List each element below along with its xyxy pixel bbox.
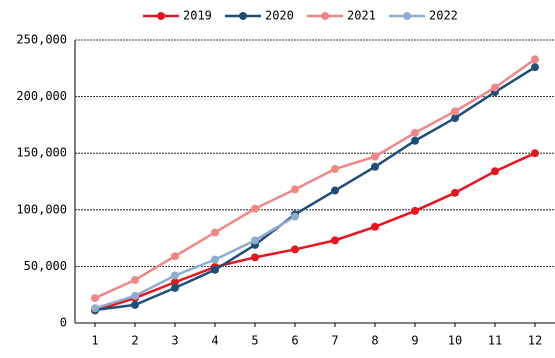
point bbox=[251, 236, 259, 245]
y-tick-label: 150,000 bbox=[16, 146, 67, 160]
x-tick-label: 10 bbox=[448, 334, 462, 348]
x-tick-label: 6 bbox=[291, 334, 298, 348]
y-tick-label: 50,000 bbox=[24, 259, 67, 273]
point bbox=[131, 300, 139, 309]
point bbox=[171, 283, 179, 292]
point bbox=[211, 265, 219, 274]
legend-marker bbox=[403, 12, 411, 20]
series-line bbox=[94, 215, 296, 310]
series-line bbox=[94, 66, 536, 312]
point bbox=[131, 291, 139, 300]
series-line bbox=[94, 152, 536, 312]
x-tick-label: 8 bbox=[371, 334, 378, 348]
legend-marker bbox=[157, 12, 165, 20]
point bbox=[291, 212, 299, 221]
point bbox=[331, 186, 339, 195]
point bbox=[91, 294, 99, 303]
point bbox=[531, 55, 539, 64]
x-tick-label: 11 bbox=[488, 334, 502, 348]
y-tick-label: 0 bbox=[60, 316, 67, 330]
legend-marker bbox=[239, 12, 247, 20]
point bbox=[531, 149, 539, 158]
x-tick-label: 1 bbox=[91, 334, 98, 348]
point bbox=[331, 236, 339, 245]
point bbox=[171, 278, 179, 287]
point bbox=[411, 136, 419, 145]
point bbox=[251, 204, 259, 213]
point bbox=[291, 185, 299, 194]
point bbox=[331, 165, 339, 174]
point bbox=[251, 253, 259, 262]
point bbox=[171, 252, 179, 261]
point bbox=[91, 304, 99, 313]
point bbox=[451, 188, 459, 197]
point bbox=[411, 128, 419, 137]
x-tick-label: 2 bbox=[131, 334, 138, 348]
point bbox=[371, 162, 379, 171]
x-tick-label: 4 bbox=[211, 334, 218, 348]
point bbox=[451, 107, 459, 116]
point bbox=[371, 152, 379, 161]
point bbox=[171, 271, 179, 280]
x-tick-label: 12 bbox=[528, 334, 542, 348]
legend-label: 2022 bbox=[429, 9, 458, 23]
y-tick-label: 200,000 bbox=[16, 89, 67, 103]
point bbox=[371, 222, 379, 231]
x-tick-label: 7 bbox=[331, 334, 338, 348]
y-tick-label: 100,000 bbox=[16, 202, 67, 216]
point bbox=[131, 275, 139, 284]
point bbox=[491, 167, 499, 176]
legend-marker bbox=[321, 12, 329, 20]
y-tick-label: 250,000 bbox=[16, 33, 67, 47]
legend-label: 2019 bbox=[183, 9, 212, 23]
series-line bbox=[94, 58, 536, 300]
x-tick-label: 5 bbox=[251, 334, 258, 348]
point bbox=[491, 83, 499, 92]
point bbox=[211, 228, 219, 237]
legend-label: 2021 bbox=[347, 9, 376, 23]
point bbox=[411, 206, 419, 215]
point bbox=[291, 245, 299, 254]
point bbox=[451, 114, 459, 123]
x-tick-label: 3 bbox=[171, 334, 178, 348]
x-tick-label: 9 bbox=[411, 334, 418, 348]
legend-label: 2020 bbox=[265, 9, 294, 23]
point bbox=[531, 63, 539, 72]
point bbox=[211, 255, 219, 264]
